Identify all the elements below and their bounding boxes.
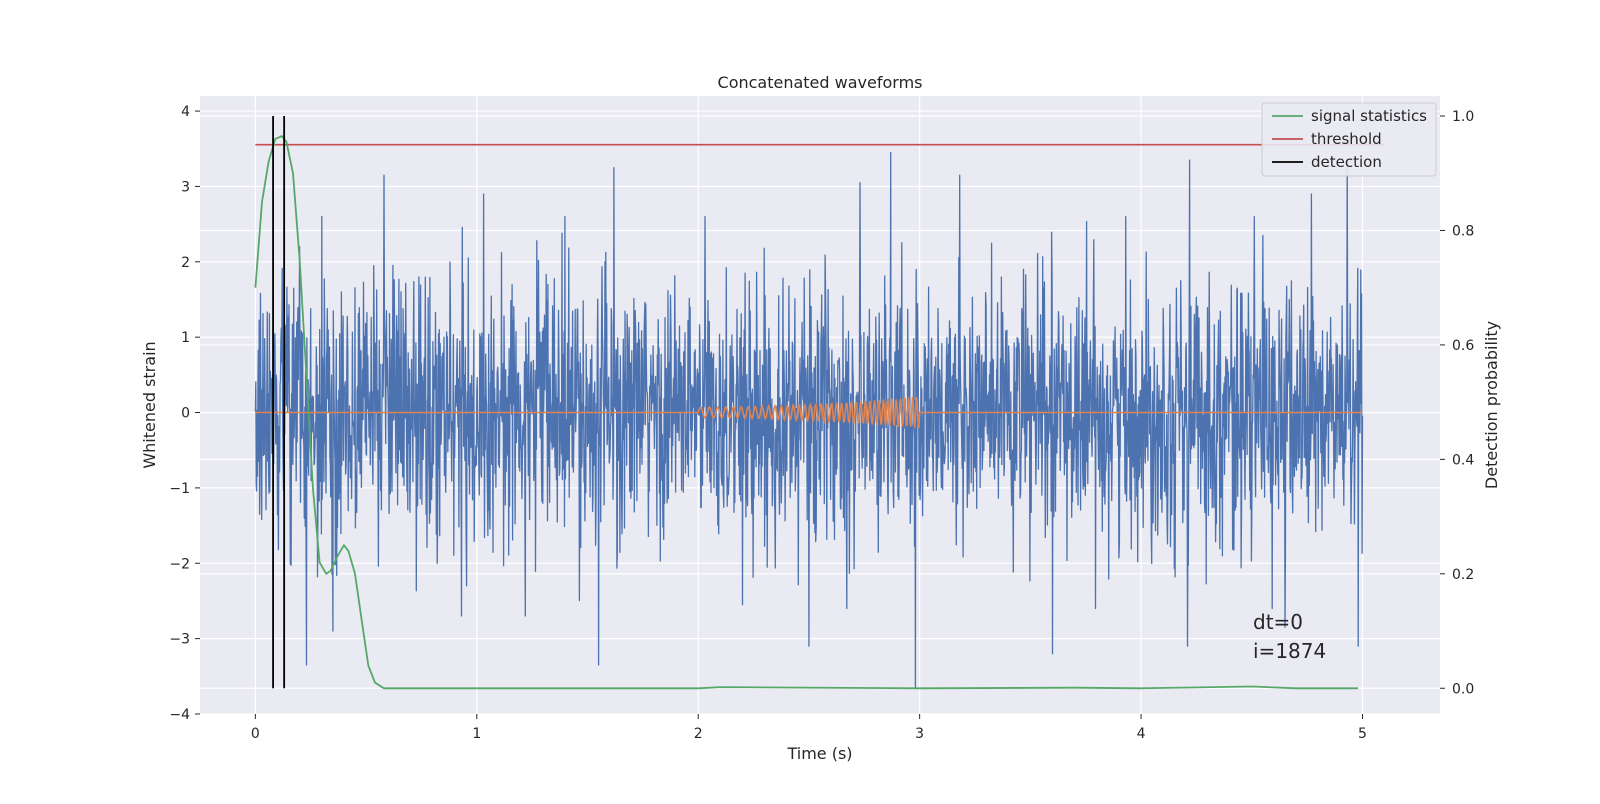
y2-tick-label: 0.8 [1452, 223, 1474, 239]
x-axis-label: Time (s) [786, 744, 852, 763]
legend: signal statistics threshold detection [1261, 102, 1437, 177]
x-tick-label: 2 [694, 726, 703, 742]
annotation-dt: dt=0 [1253, 610, 1303, 634]
y-tick-label: −1 [169, 481, 190, 497]
legend-label-detection: detection [1311, 153, 1382, 171]
y-tick-label: 0 [181, 406, 190, 422]
y2-tick-label: 0.4 [1452, 452, 1474, 468]
x-axis: 0 1 2 3 4 5 [251, 714, 1367, 742]
x-tick-label: 5 [1358, 726, 1367, 742]
series-layer [254, 116, 1385, 690]
y-tick-label: 3 [181, 179, 190, 195]
signal-statistics-line [254, 135, 1359, 690]
strain-series-line [254, 151, 1364, 689]
x-tick-label: 4 [1137, 726, 1146, 742]
chart-title: Concatenated waveforms [718, 73, 923, 92]
y-axis-left: 4 3 2 1 0 −1 −2 −3 −4 [169, 104, 200, 723]
legend-label-signal-statistics: signal statistics [1311, 107, 1427, 125]
x-tick-label: 3 [915, 726, 924, 742]
annotation-i: i=1874 [1253, 639, 1326, 663]
y2-axis-label: Detection probability [1482, 321, 1501, 489]
y-tick-label: −3 [169, 632, 190, 648]
y2-tick-label: 0.6 [1452, 338, 1474, 354]
y2-tick-label: 1.0 [1452, 109, 1474, 125]
y2-tick-label: 0.0 [1452, 681, 1474, 697]
y-tick-label: 1 [181, 330, 190, 346]
y-axis-label: Whitened strain [140, 341, 159, 468]
y2-tick-label: 0.2 [1452, 567, 1474, 583]
legend-box [1261, 102, 1437, 177]
y-tick-label: −4 [169, 707, 190, 723]
y-tick-label: 2 [181, 255, 190, 271]
y-tick-label: 4 [181, 104, 190, 120]
x-tick-label: 1 [472, 726, 481, 742]
injected-waveform-line [255, 396, 1363, 429]
y-tick-label: −2 [169, 556, 190, 572]
x-tick-label: 0 [251, 726, 260, 742]
legend-label-threshold: threshold [1311, 130, 1382, 148]
y-axis-right: 1.0 0.8 0.6 0.4 0.2 0.0 [1440, 109, 1474, 697]
